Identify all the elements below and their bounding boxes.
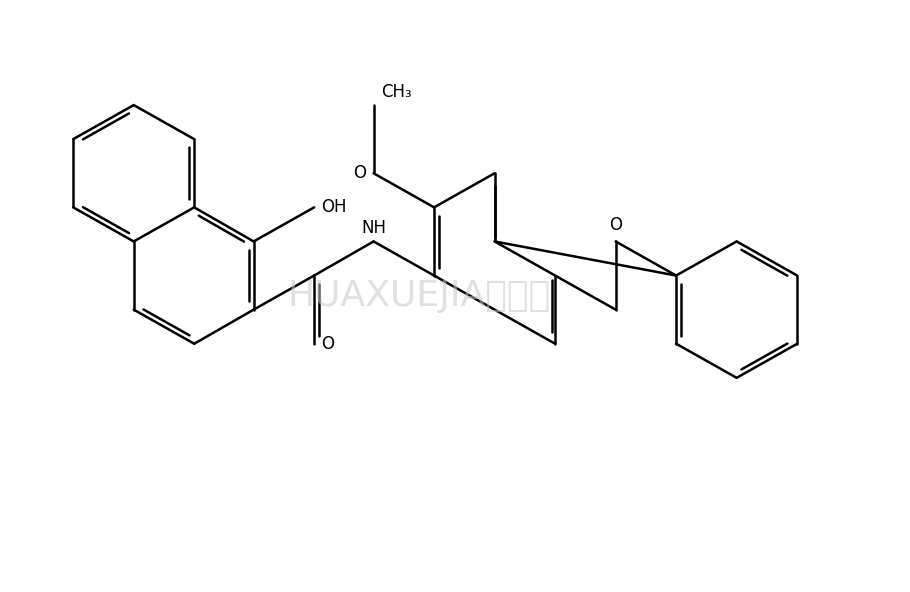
Text: CH₃: CH₃: [380, 82, 411, 101]
Text: HUAXUEJIA化学加: HUAXUEJIA化学加: [288, 279, 551, 313]
Text: O: O: [353, 164, 367, 182]
Text: OH: OH: [321, 198, 347, 216]
Text: O: O: [321, 334, 334, 353]
Text: NH: NH: [361, 219, 386, 237]
Text: O: O: [609, 216, 622, 234]
